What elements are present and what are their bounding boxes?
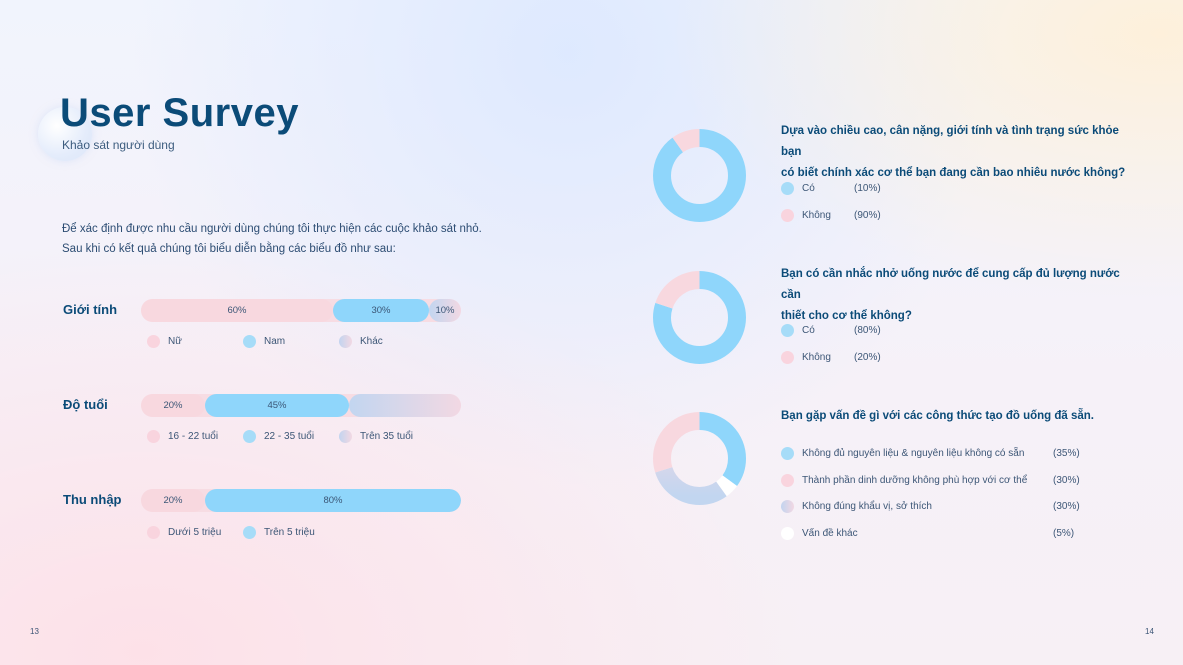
legend-item: Khác — [339, 335, 383, 348]
legend-item: Trên 5 triệu — [243, 526, 315, 539]
legend-label: Nữ — [168, 336, 182, 347]
donut-chart-q3 — [653, 412, 746, 505]
q3-option-4: Vấn đề khác (5%) — [781, 526, 1081, 540]
gender-bar: 60% 30% 10% — [141, 299, 461, 322]
donut-chart-q2 — [653, 271, 746, 364]
bar-segment: 45% — [205, 394, 349, 417]
q1-option-1: Có (10%) — [781, 181, 1081, 195]
donut-slice — [653, 129, 746, 222]
question-1: Dựa vào chiều cao, cân nặng, giới tính v… — [781, 121, 1141, 184]
legend-dot — [781, 473, 794, 487]
legend-dot — [781, 499, 794, 513]
legend-label: 22 - 35 tuổi — [264, 431, 315, 442]
legend-dot — [781, 526, 794, 540]
legend-dot — [147, 526, 160, 539]
question-line: Bạn gặp vấn đề gì với các công thức tạo … — [781, 410, 1094, 422]
bar-segment: 30% — [333, 299, 429, 322]
legend-dot — [147, 430, 160, 443]
option-label: Có — [802, 324, 815, 336]
legend-dot — [147, 335, 160, 348]
legend-item: Trên 35 tuổi — [339, 430, 413, 443]
option-percent: (10%) — [854, 182, 881, 194]
page-number-left: 13 — [30, 627, 39, 636]
page-subtitle: Khảo sát người dùng — [62, 138, 175, 152]
bar-segment — [349, 394, 461, 417]
option-percent: (90%) — [854, 209, 881, 221]
q2-option-1: Có (80%) — [781, 323, 1081, 337]
legend-label: Dưới 5 triệu — [168, 527, 222, 538]
option-label: Không đúng khẩu vị, sở thích — [802, 500, 932, 512]
page-number-right: 14 — [1145, 627, 1154, 636]
legend-item: Nữ — [147, 335, 182, 348]
intro-line: Sau khi có kết quả chúng tôi biểu diễn b… — [62, 243, 396, 255]
legend-item: 16 - 22 tuổi — [147, 430, 218, 443]
decorative-circle — [38, 107, 92, 161]
option-percent: (30%) — [1053, 474, 1080, 486]
age-label: Độ tuổi — [63, 397, 108, 412]
question-line: thiết cho cơ thể không? — [781, 310, 912, 322]
legend-label: 16 - 22 tuổi — [168, 431, 219, 442]
legend-item: Dưới 5 triệu — [147, 526, 221, 539]
option-percent: (35%) — [1053, 447, 1080, 459]
legend-dot — [243, 430, 256, 443]
option-label: Không — [802, 351, 831, 363]
legend-dot — [339, 430, 352, 443]
legend-dot — [781, 350, 794, 364]
question-2: Bạn có cần nhắc nhở uống nước để cung cấ… — [781, 264, 1141, 327]
donut-slice — [653, 271, 746, 364]
legend-dot — [243, 526, 256, 539]
option-label: Thành phần dinh dưỡng không phù hợp với … — [802, 474, 1028, 486]
gender-label: Giới tính — [63, 302, 118, 317]
income-bar: 20% 80% — [141, 489, 461, 512]
option-percent: (20%) — [854, 351, 881, 363]
donut-chart-q1 — [653, 129, 746, 222]
legend-item: 22 - 35 tuổi — [243, 430, 314, 443]
income-label: Thu nhập — [63, 492, 122, 507]
legend-label: Trên 5 triệu — [264, 527, 315, 538]
page-title: User Survey — [60, 91, 299, 135]
legend-label: Trên 35 tuổi — [360, 431, 413, 442]
bar-segment: 20% — [141, 394, 205, 417]
option-percent: (5%) — [1053, 527, 1075, 539]
option-percent: (30%) — [1053, 500, 1080, 512]
donut-slice — [653, 412, 746, 505]
question-3: Bạn gặp vấn đề gì với các công thức tạo … — [781, 406, 1141, 427]
legend-label: Nam — [264, 336, 286, 347]
bar-segment: 10% — [429, 299, 461, 322]
option-label: Có — [802, 182, 815, 194]
option-label: Không đủ nguyên liệu & nguyên liệu không… — [802, 447, 1025, 459]
donut-slice — [653, 412, 746, 505]
q3-option-2: Thành phần dinh dưỡng không phù hợp với … — [781, 473, 1081, 487]
option-label: Vấn đề khác — [802, 527, 858, 539]
q1-option-2: Không (90%) — [781, 208, 1081, 222]
bar-segment: 80% — [205, 489, 461, 512]
donut-slice — [653, 129, 746, 222]
legend-label: Khác — [360, 336, 383, 347]
legend-dot — [781, 446, 794, 460]
question-line: Dựa vào chiều cao, cân nặng, giới tính v… — [781, 125, 1119, 158]
q3-option-1: Không đủ nguyên liệu & nguyên liệu không… — [781, 446, 1081, 460]
option-label: Không — [802, 209, 831, 221]
legend-dot — [781, 181, 794, 195]
intro-line: Để xác định được nhu cầu người dùng chún… — [62, 223, 482, 235]
age-bar: 20% 45% — [141, 394, 461, 417]
question-line: Bạn có cần nhắc nhở uống nước để cung cấ… — [781, 268, 1120, 301]
bar-segment: 20% — [141, 489, 205, 512]
bar-segment: 60% — [141, 299, 333, 322]
q2-option-2: Không (20%) — [781, 350, 1081, 364]
legend-item: Nam — [243, 335, 285, 348]
legend-dot — [781, 208, 794, 222]
q3-option-3: Không đúng khẩu vị, sở thích (30%) — [781, 499, 1081, 513]
option-percent: (80%) — [854, 324, 881, 336]
intro-text: Để xác định được nhu cầu người dùng chún… — [62, 219, 482, 259]
legend-dot — [243, 335, 256, 348]
legend-dot — [339, 335, 352, 348]
question-line: có biết chính xác cơ thể bạn đang cần ba… — [781, 167, 1126, 179]
legend-dot — [781, 323, 794, 337]
